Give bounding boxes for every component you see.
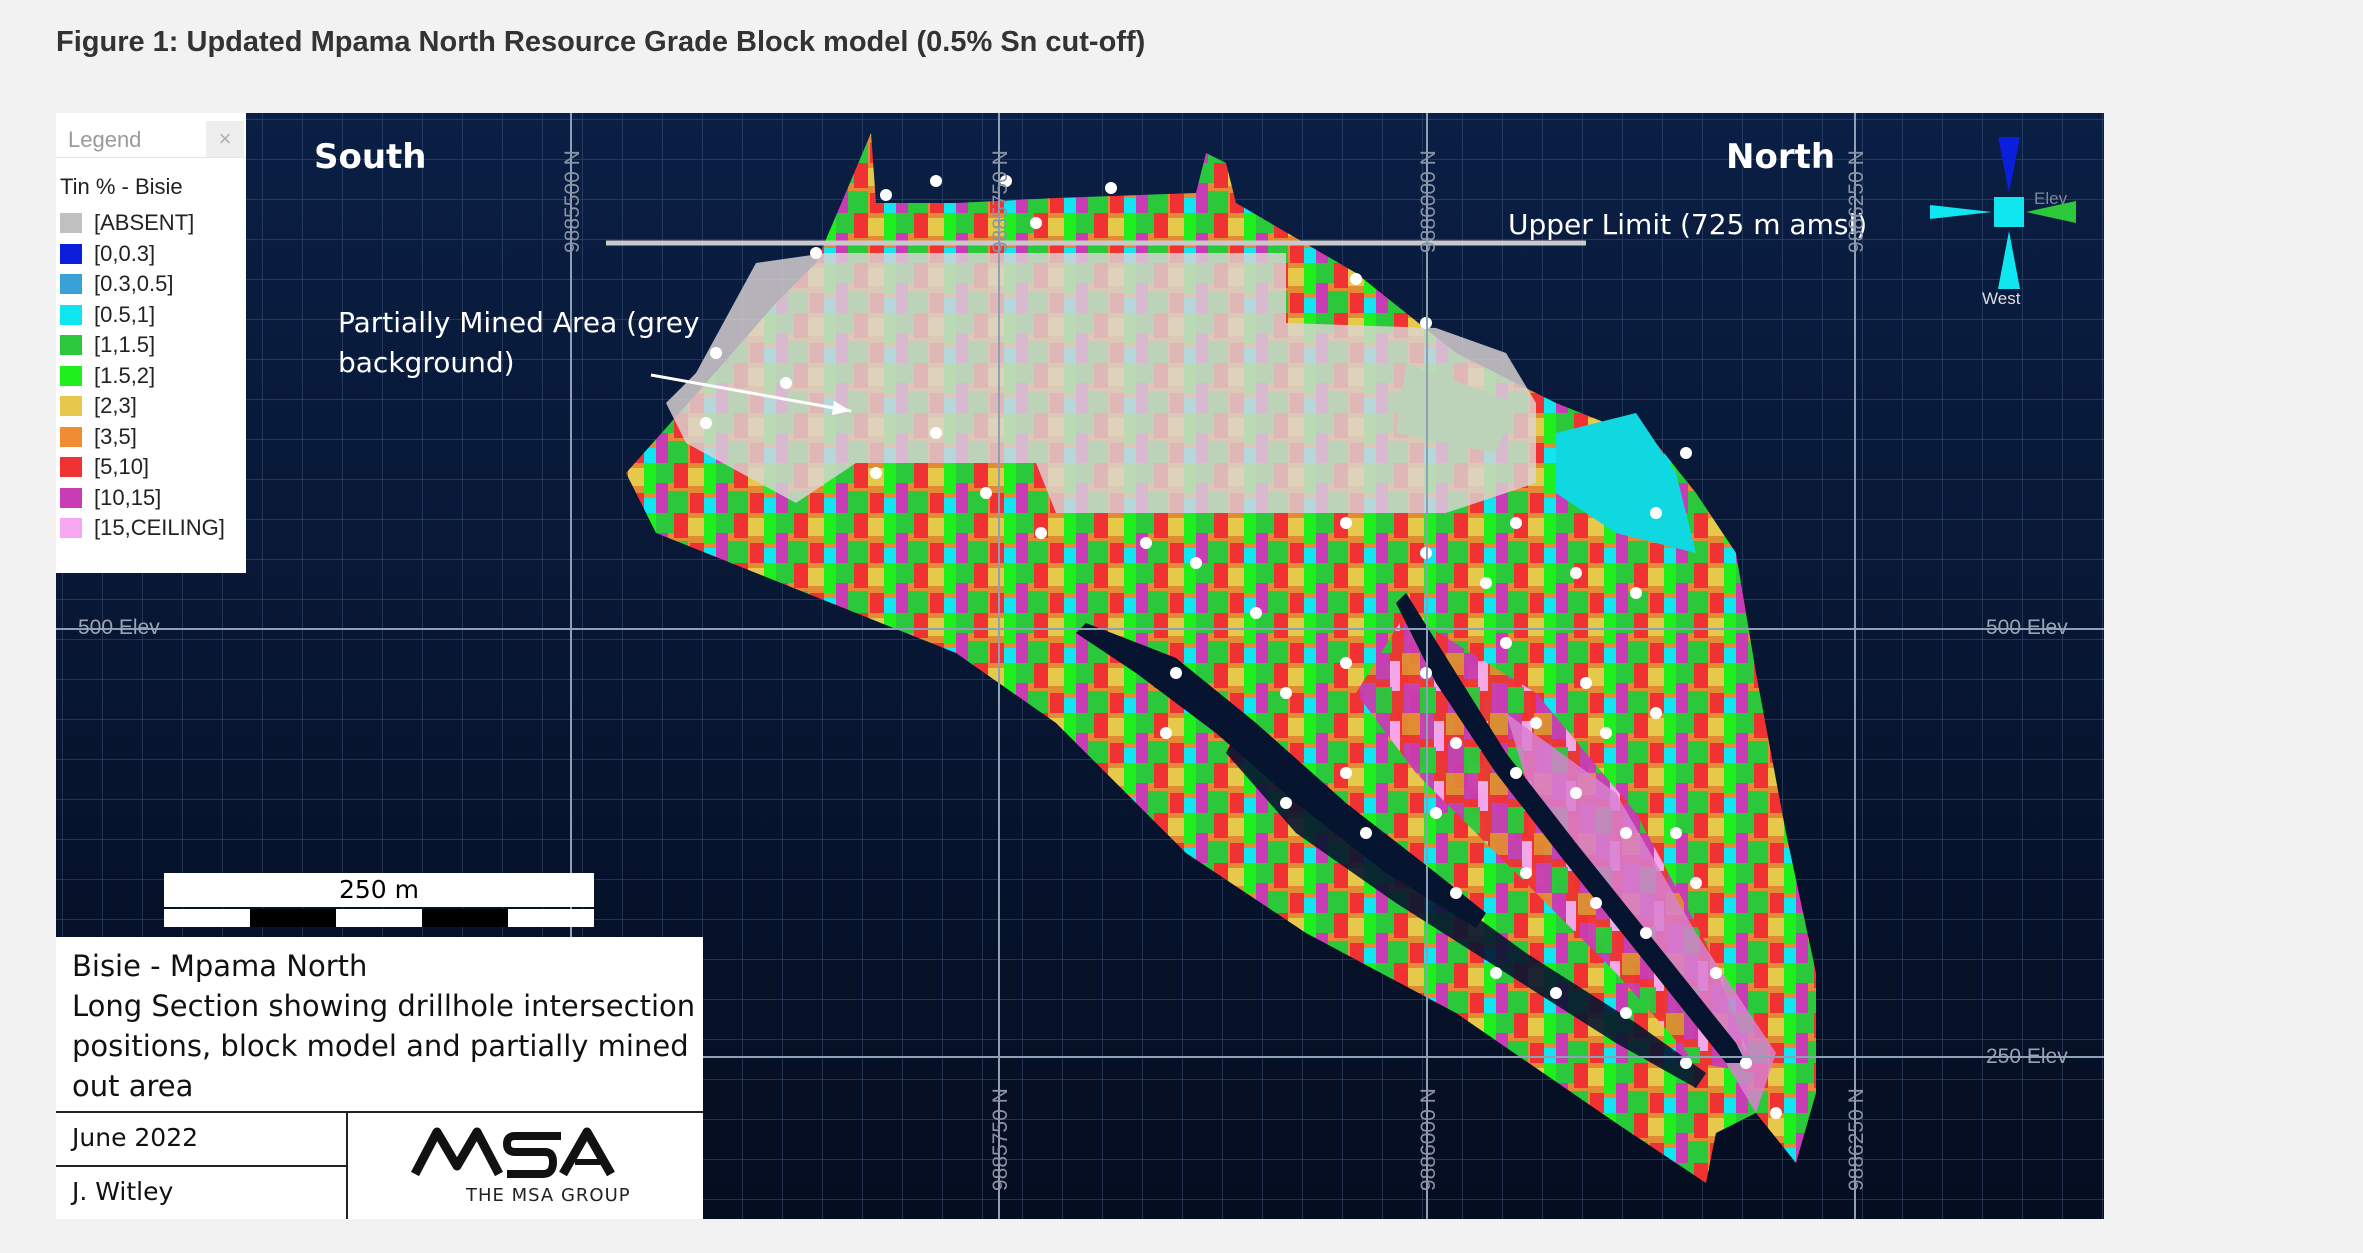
date-label: June 2022 — [72, 1123, 199, 1152]
legend-item-label: [2,3] — [94, 393, 137, 419]
scale-segment — [336, 909, 422, 927]
legend-swatch — [60, 518, 82, 539]
title-line-4: out area — [72, 1069, 194, 1103]
compass-elev-label: Elev — [2034, 189, 2068, 208]
northing-bottom-3: 9886250 N — [1845, 1088, 1868, 1191]
northing-bottom-2: 9886000 N — [1417, 1088, 1440, 1191]
figure-title: Figure 1: Updated Mpama North Resource G… — [56, 26, 1146, 58]
divider — [56, 1165, 348, 1167]
legend-item-label: [15,CEILING] — [94, 515, 225, 541]
msa-logo-subtitle: THE MSA GROUP — [466, 1185, 631, 1206]
legend-item-label: [ABSENT] — [94, 210, 195, 236]
legend-item-label: [10,15] — [94, 484, 162, 510]
scale-segment — [164, 909, 250, 927]
legend-header: Legend × — [56, 113, 246, 158]
legend-item: [2,3] — [56, 391, 246, 422]
legend-swatch — [60, 335, 82, 356]
mined-area-label-line2: background) — [338, 346, 515, 379]
north-label: North — [1726, 137, 1836, 177]
legend-item-label: [1,1.5] — [94, 332, 156, 358]
legend-item: [ABSENT] — [56, 208, 246, 239]
legend-swatch — [60, 487, 82, 508]
legend-item-label: [0.5,1] — [94, 301, 156, 327]
legend-item: [0.3,0.5] — [56, 269, 246, 300]
south-label: South — [314, 137, 427, 177]
legend-item: [1,1.5] — [56, 330, 246, 361]
long-section-figure: South North Upper Limit (725 m amsl) Par… — [56, 113, 2104, 1219]
divider — [346, 1112, 348, 1219]
scale-segment — [508, 909, 594, 927]
legend-item-label: [5,10] — [94, 454, 150, 480]
elev-label-right-250: 250 Elev — [1986, 1045, 2068, 1068]
legend-item: [0,0.3] — [56, 239, 246, 270]
legend-item: [15,CEILING] — [56, 513, 246, 544]
upper-limit-label: Upper Limit (725 m amsl) — [1508, 208, 1868, 241]
legend-title: Legend — [68, 127, 142, 152]
msa-logo — [411, 1127, 615, 1178]
elev-label-right-500: 500 Elev — [1986, 616, 2068, 639]
title-line-3: positions, block model and partially min… — [72, 1029, 689, 1063]
title-line-2: Long Section showing drillhole intersect… — [72, 989, 696, 1023]
compass-west-label: West — [1982, 289, 2021, 308]
legend-swatch — [60, 426, 82, 447]
legend-swatch — [60, 396, 82, 417]
mined-area-label-line1: Partially Mined Area (grey — [338, 306, 700, 339]
legend-swatch — [60, 243, 82, 264]
legend-swatch — [60, 213, 82, 234]
northing-top-4: 9886250 N — [1845, 150, 1868, 253]
legend-swatch — [60, 304, 82, 325]
northing-top-3: 9886000 N — [1417, 150, 1440, 253]
legend-item: [10,15] — [56, 483, 246, 514]
legend-panel: Legend × Tin % - Bisie [ABSENT] [0,0.3] [0… — [56, 113, 246, 573]
title-line-1: Bisie - Mpama North — [72, 949, 368, 983]
legend-swatch — [60, 365, 82, 386]
compass-icon — [1930, 137, 2076, 289]
legend-item: [3,5] — [56, 422, 246, 453]
scale-bar-label: 250 m — [164, 873, 594, 907]
legend-item-label: [3,5] — [94, 423, 137, 449]
scale-segment — [250, 909, 336, 927]
legend-item: [0.5,1] — [56, 300, 246, 331]
northing-top-1: 9885500 N — [561, 150, 584, 253]
divider — [56, 1111, 703, 1113]
legend-swatch — [60, 274, 82, 295]
legend-item-label: [0,0.3] — [94, 240, 156, 266]
legend-item: [1.5,2] — [56, 361, 246, 392]
legend-item-label: [1.5,2] — [94, 362, 156, 388]
legend-item-label: [0.3,0.5] — [94, 271, 174, 297]
legend-list: [ABSENT] [0,0.3] [0.3,0.5] [0.5,1] [1,1.5] [1… — [56, 208, 246, 544]
northing-bottom-1: 9885750 N — [989, 1088, 1012, 1191]
northing-top-2: 9885750 N — [989, 150, 1012, 253]
legend-swatch — [60, 457, 82, 478]
title-block: Bisie - Mpama North Long Section showing… — [56, 937, 703, 1219]
close-icon[interactable]: × — [206, 121, 244, 157]
author-label: J. Witley — [72, 1177, 174, 1206]
elev-label-left-500: 500 Elev — [78, 616, 160, 639]
scale-bar: 250 m — [164, 873, 594, 927]
scale-segment — [422, 909, 508, 927]
legend-subtitle: Tin % - Bisie — [60, 174, 183, 199]
legend-item: [5,10] — [56, 452, 246, 483]
